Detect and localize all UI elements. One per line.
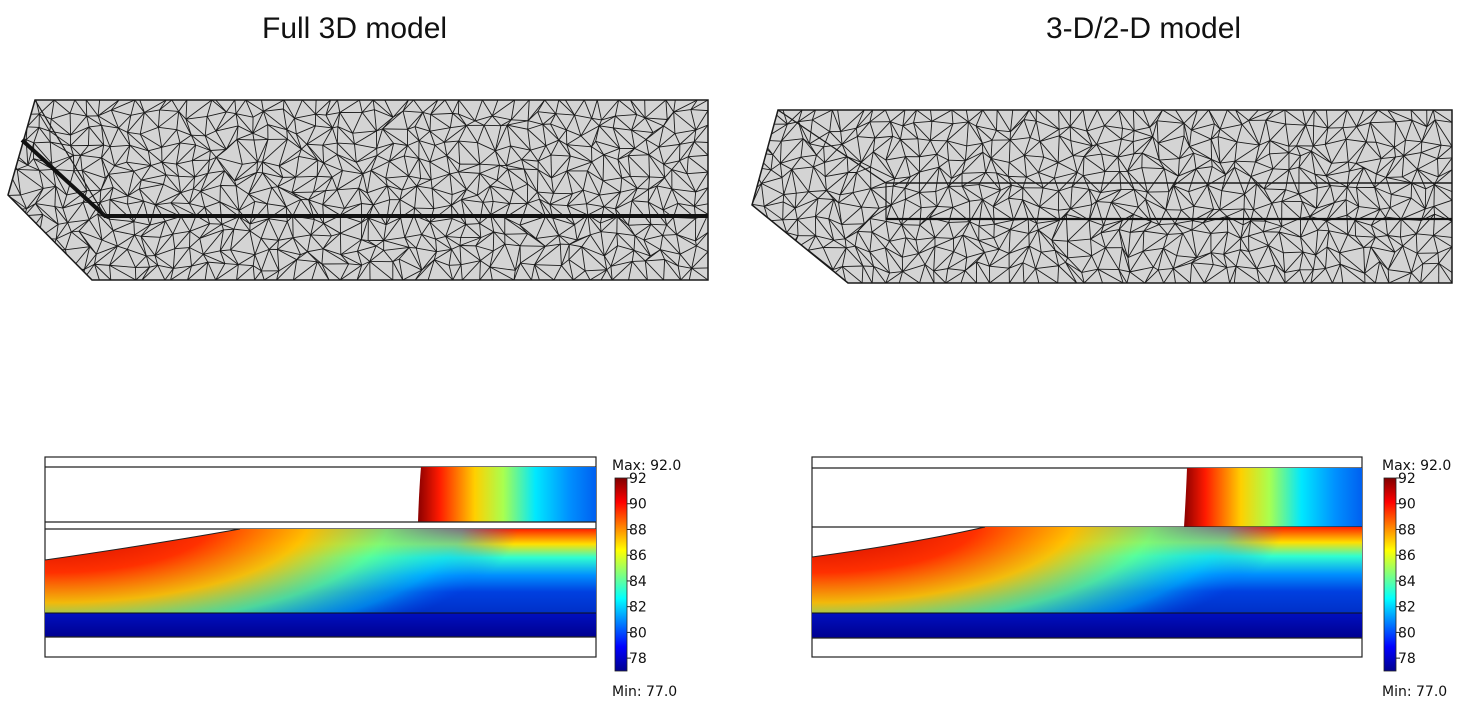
colorbar-tick-label: 88 [1398, 522, 1416, 538]
mesh-3d-2d [751, 109, 1453, 284]
colorbar-tick-label: 86 [1398, 548, 1416, 564]
panel-title-full-3d: Full 3D model [262, 12, 448, 45]
panel-title-3d-2d: 3-D/2-D model [1046, 12, 1242, 45]
colorbar-left: Max: 92.0 92 90 88 86 84 82 80 78 Min: 77.0 [612, 458, 681, 700]
colorbar-tick-label: 84 [1398, 574, 1416, 590]
colorbar-max-label: Max: 92.0 [1382, 458, 1451, 474]
colorbar-right: Max: 92.0 92 90 88 86 84 82 80 78 Min: 77.0 [1382, 458, 1451, 700]
colorbar-tick-label: 82 [1398, 600, 1416, 616]
colorbar-tick-label: 82 [629, 600, 647, 616]
colorbar-tick-label: 86 [629, 548, 647, 564]
temperature-plot-3d-2d [811, 456, 1363, 658]
colorbar-tick-label: 92 [1398, 471, 1416, 487]
colorbar-tick-label: 80 [629, 625, 647, 641]
colorbar-tick-label: 78 [629, 651, 647, 667]
colorbar-max-label: Max: 92.0 [612, 458, 681, 474]
colorbar-min-label: Min: 77.0 [1382, 684, 1447, 700]
colorbar-tick-label: 88 [629, 522, 647, 538]
colorbar-tick-label: 90 [1398, 497, 1416, 513]
colorbar-tick-label: 84 [629, 574, 647, 590]
colorbar-tick-label: 78 [1398, 651, 1416, 667]
colorbar-tick-label: 80 [1398, 625, 1416, 641]
colorbar-tick-label: 90 [629, 497, 647, 513]
colorbar-min-label: Min: 77.0 [612, 684, 677, 700]
temperature-plot-full-3d [44, 456, 597, 658]
colorbar-tick-label: 92 [629, 471, 647, 487]
mesh-full-3d [7, 99, 709, 281]
